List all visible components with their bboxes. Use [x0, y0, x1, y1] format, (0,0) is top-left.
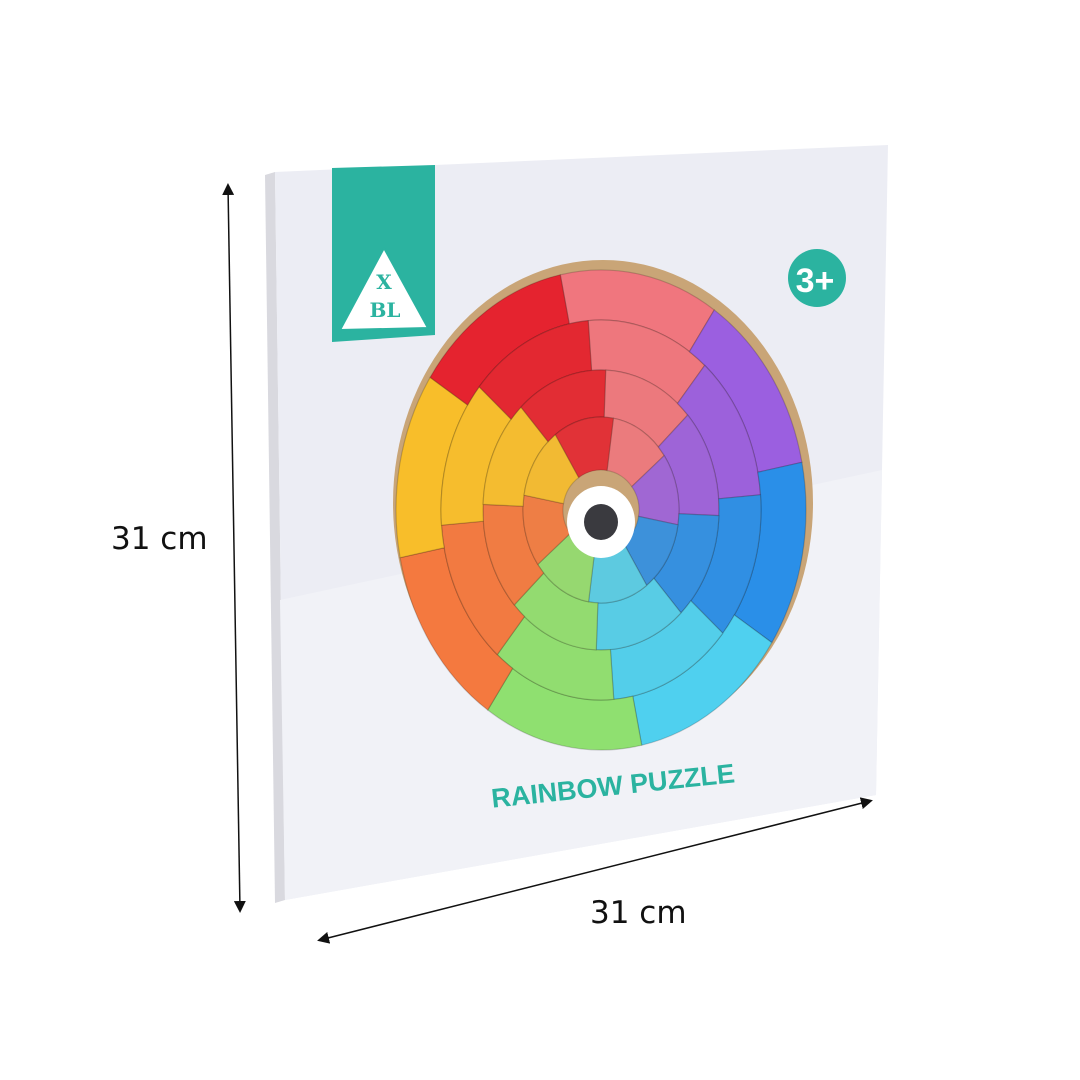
- rainbow-wheel: [395, 269, 807, 751]
- age-badge: [788, 249, 846, 307]
- wheel-center-peg: [584, 504, 618, 540]
- width-arrow: [317, 797, 873, 944]
- age-badge-text: 3+: [796, 262, 835, 300]
- height-label: 31 cm: [111, 521, 208, 557]
- height-arrow: [222, 183, 246, 913]
- puzzle-piece: [554, 416, 615, 479]
- box-side-edge: [265, 172, 285, 903]
- brand-logo-x: X: [376, 270, 392, 294]
- width-label: 31 cm: [590, 895, 687, 931]
- brand-logo-bl: BL: [370, 298, 401, 322]
- brand-triangle-logo: [339, 247, 429, 331]
